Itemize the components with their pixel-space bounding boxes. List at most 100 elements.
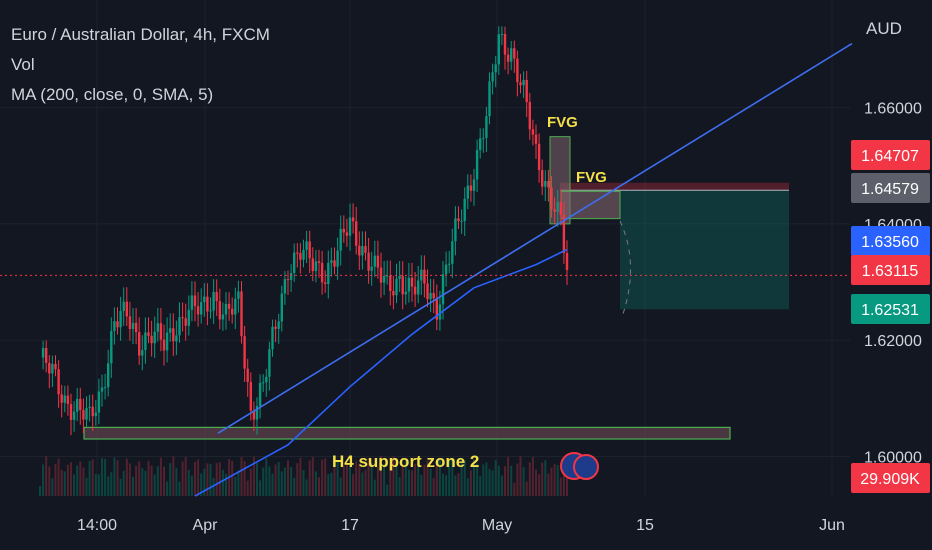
candle-body [243, 336, 246, 369]
volume-bar [414, 463, 417, 496]
volume-bar [246, 480, 249, 496]
volume-bar [280, 471, 283, 496]
candle-body [525, 79, 528, 103]
candle-body [237, 291, 240, 299]
volume-bar [423, 464, 426, 496]
volume-bar [308, 460, 311, 496]
candle-body [196, 306, 200, 315]
volume-bar [48, 466, 51, 496]
ma-indicator-label[interactable]: MA (200, close, 0, SMA, 5) [11, 85, 214, 104]
volume-bar [184, 456, 187, 496]
candle-body [110, 330, 113, 364]
stop-loss-zone[interactable] [560, 182, 789, 191]
candle-body [116, 321, 119, 328]
volume-bar [181, 461, 184, 496]
candle-body [45, 348, 48, 363]
volume-indicator-label[interactable]: Vol [11, 55, 35, 74]
volume-bar [305, 479, 308, 496]
volume-bar [476, 463, 479, 496]
volume-bar [361, 472, 364, 496]
chart-legend: Euro / Australian Dollar, 4h, FXCM Vol M… [11, 20, 270, 110]
volume-bar [544, 460, 547, 496]
candle-body [187, 309, 190, 326]
candle-body [355, 221, 358, 246]
volume-bar [135, 465, 138, 496]
candle-body [134, 322, 138, 333]
volume-bar [438, 458, 441, 496]
candle-body [218, 301, 221, 320]
volume-bar [234, 476, 237, 496]
volume-bar [448, 458, 451, 496]
candle-body [280, 293, 283, 322]
candle-body [392, 290, 395, 296]
volume-bar [172, 456, 175, 496]
volume-bar [218, 462, 221, 496]
volume-bar [538, 474, 541, 496]
candle-body [426, 283, 429, 300]
volume-bar [562, 462, 565, 496]
event-flag-icon[interactable] [573, 454, 599, 480]
support-zone-box[interactable] [83, 426, 731, 440]
volume-bar [426, 460, 429, 496]
volume-bar [194, 461, 196, 496]
volume-bar [380, 456, 382, 496]
volume-bar [203, 468, 206, 496]
candle-body [513, 48, 516, 59]
price-badge [851, 463, 930, 493]
volume-bar [525, 481, 528, 496]
projection-path [619, 220, 632, 318]
candle-body [500, 33, 504, 35]
candle-body [367, 252, 370, 271]
volume-bar [339, 477, 342, 496]
price-tick-label: 1.60000 [864, 449, 922, 466]
volume-bar [392, 456, 395, 496]
candle-body [550, 187, 553, 210]
volume-bar [373, 479, 376, 496]
candle-body [69, 404, 73, 420]
volume-bar [79, 461, 82, 496]
volume-bar [163, 466, 165, 496]
volume-bar [39, 486, 41, 496]
candle-body [91, 406, 94, 417]
volume-bar [500, 475, 503, 496]
candle-body [460, 221, 463, 223]
volume-bar [231, 460, 234, 496]
take-profit-zone[interactable] [620, 190, 789, 310]
candle-body [448, 263, 451, 265]
candle-body [293, 252, 296, 274]
symbol-title[interactable]: Euro / Australian Dollar, 4h, FXCM [11, 25, 270, 44]
volume-bar [522, 467, 525, 496]
volume-bar [113, 457, 116, 496]
candle-body [296, 252, 299, 254]
volume-bar [451, 458, 454, 496]
candle-body [156, 323, 159, 332]
volume-bar [370, 463, 373, 496]
candle-body [432, 293, 435, 299]
candle-body [351, 217, 355, 222]
volume-bar [259, 480, 262, 496]
volume-bar [212, 477, 215, 496]
volume-bar [82, 467, 85, 496]
volume-bar [249, 468, 252, 496]
volume-bar [187, 470, 190, 496]
candle-body [457, 218, 460, 222]
candle-body [314, 261, 318, 272]
volume-bar [469, 470, 472, 496]
volume-bar [473, 459, 475, 496]
price-badge-label: 1.64707 [861, 148, 919, 165]
time-tick-label: May [482, 517, 512, 534]
candle-body [48, 362, 51, 374]
volume-bar [311, 457, 314, 496]
candle-body [94, 412, 97, 417]
candle-body [333, 260, 336, 267]
volume-bar [85, 477, 88, 496]
volume-bar [200, 473, 203, 496]
volume-bar [51, 478, 54, 496]
time-tick-label: Jun [819, 517, 845, 534]
candle-body [407, 277, 411, 292]
volume-bar [358, 463, 361, 496]
time-tick-label: 17 [341, 517, 359, 534]
volume-bar [277, 461, 280, 496]
trendline[interactable] [217, 42, 853, 434]
